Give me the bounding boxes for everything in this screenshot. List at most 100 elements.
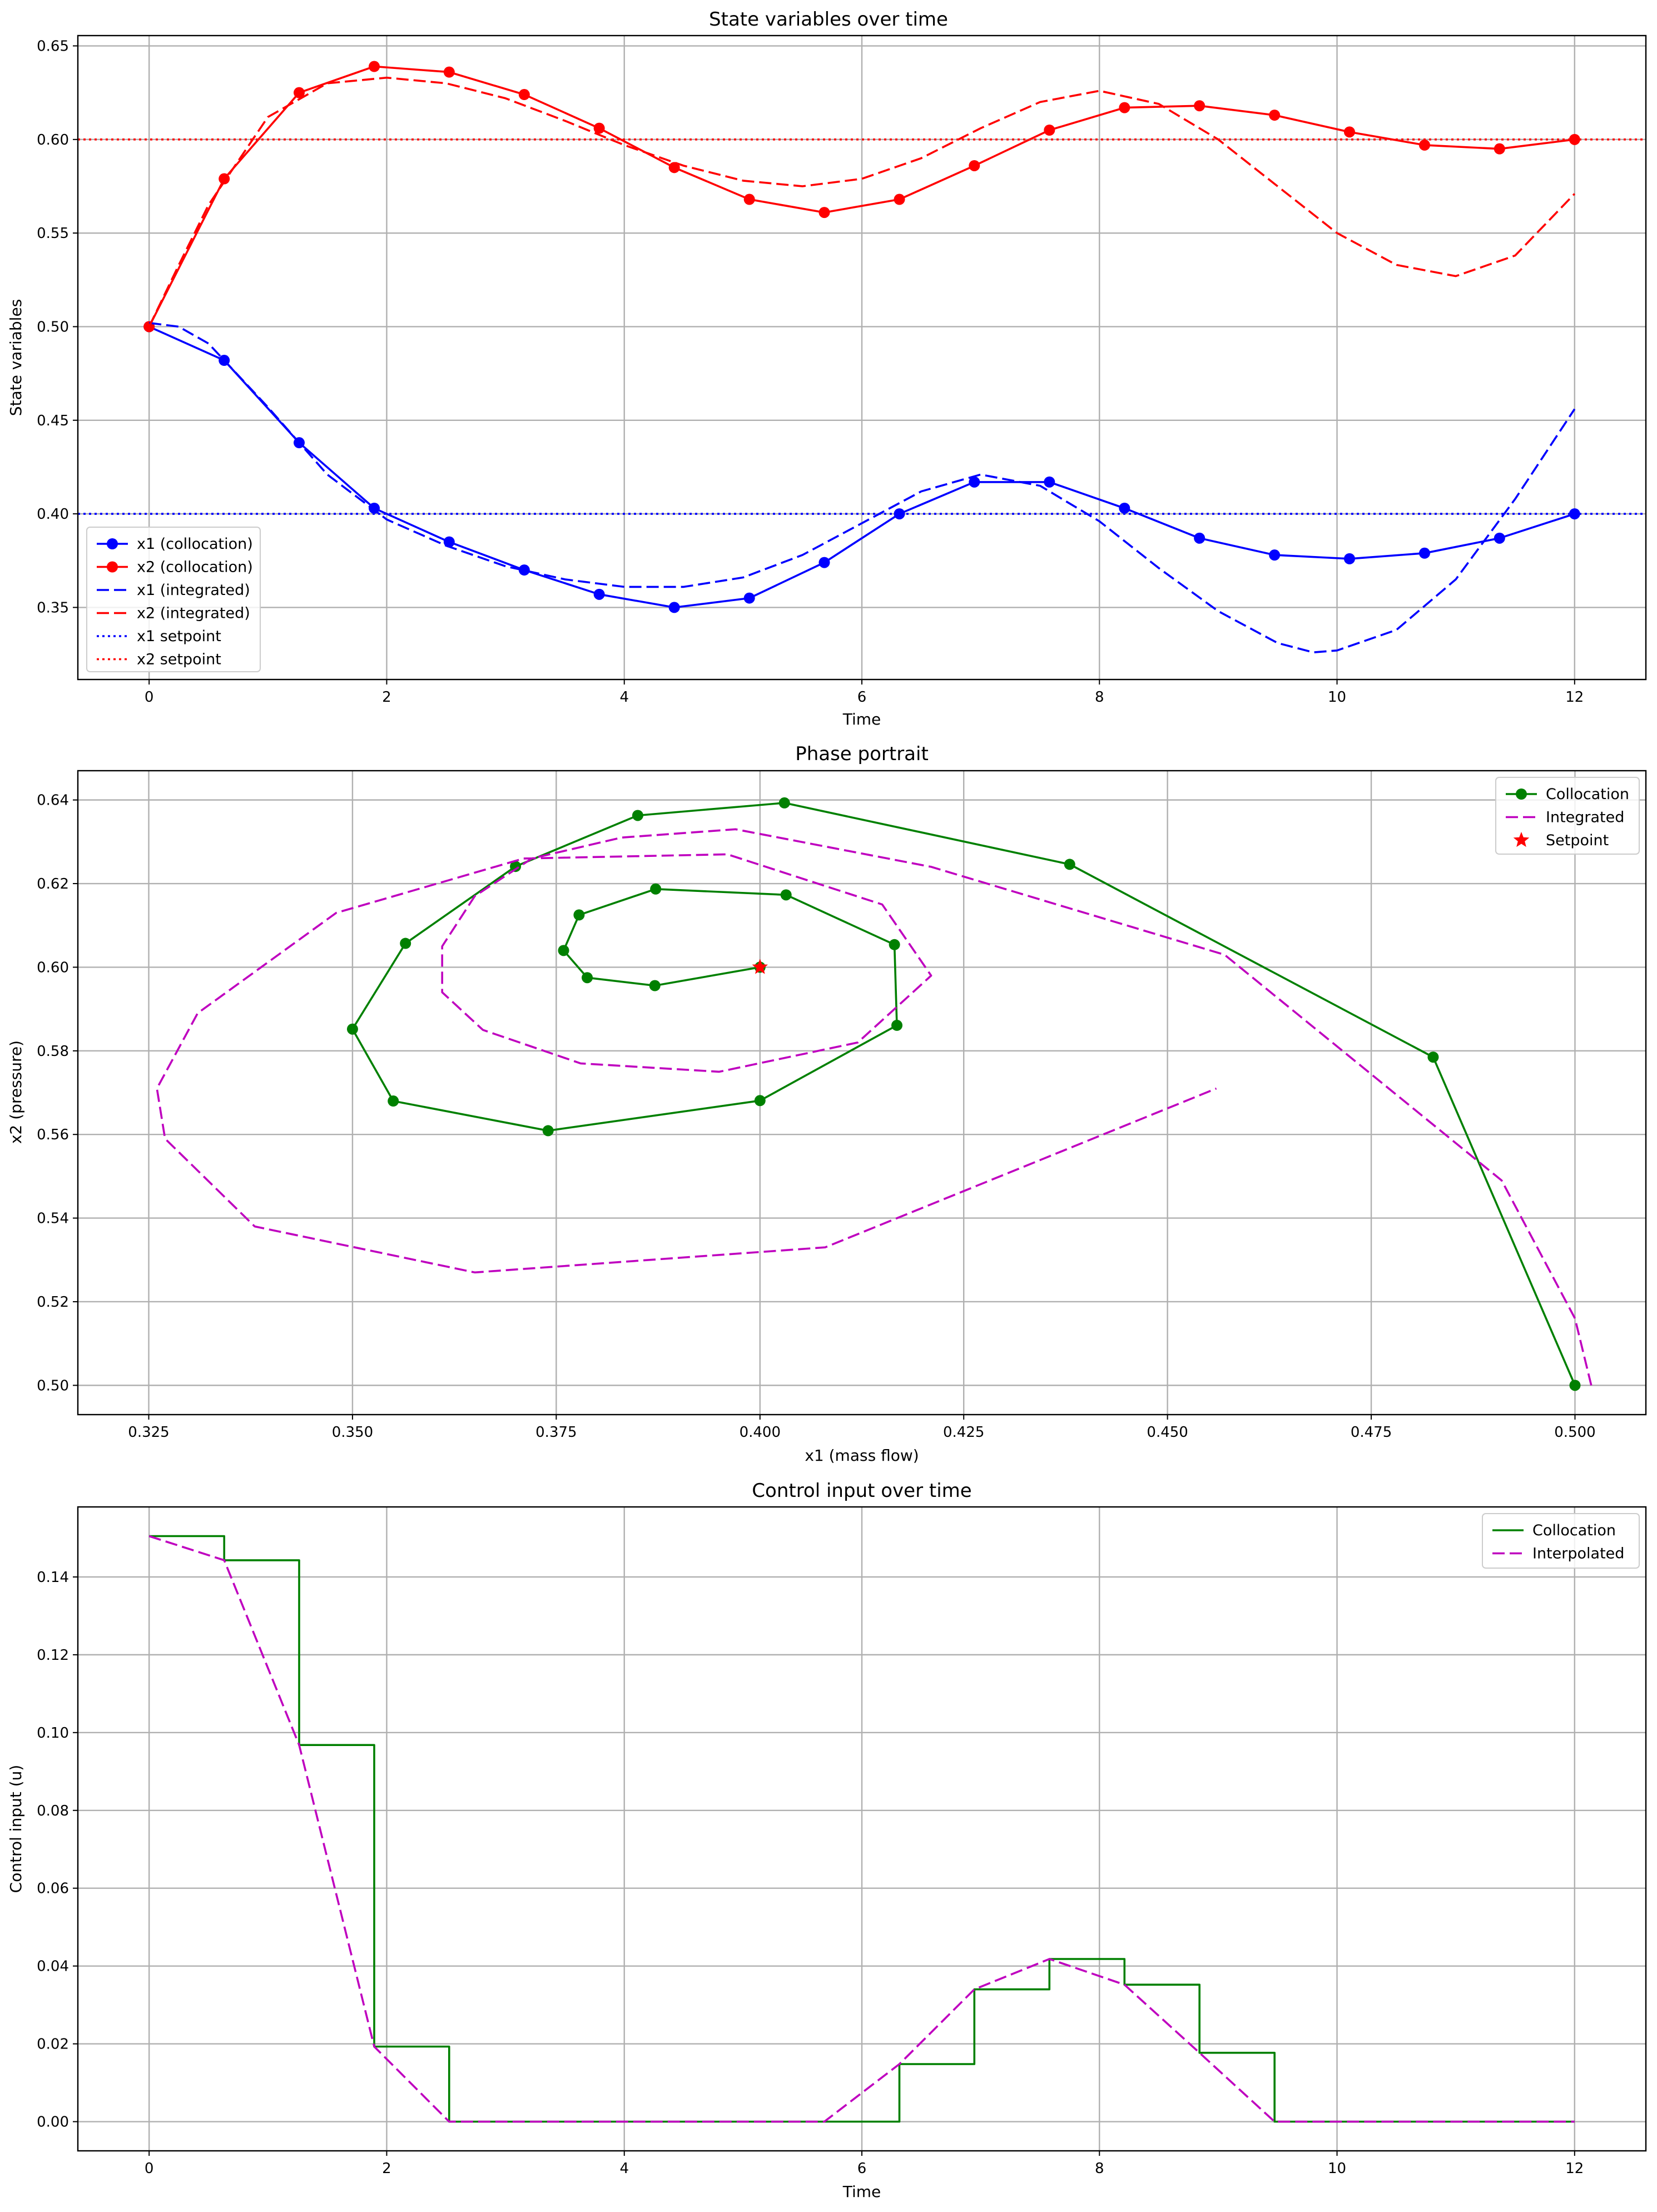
control-input-panel: Control input over time Time Control inp… bbox=[7, 1480, 1647, 2201]
data-point bbox=[894, 194, 905, 205]
y-tick-label: 0.14 bbox=[37, 1569, 69, 1586]
series-line bbox=[148, 76, 1576, 328]
legend-label: x1 setpoint bbox=[137, 628, 221, 645]
y-tick-label: 0.50 bbox=[37, 1377, 69, 1394]
axis-ticks: 0 2 4 6 8 10 12 0.35 0.40 0.45 0.50 0.55 0.60 0.65 bbox=[37, 38, 1584, 706]
y-tick-label: 0.60 bbox=[37, 132, 69, 148]
series-line bbox=[148, 325, 1575, 609]
data-point bbox=[542, 1125, 554, 1137]
series-line bbox=[148, 65, 1575, 328]
x-axis-label: x1 (mass flow) bbox=[805, 1446, 919, 1465]
y-tick-label: 0.40 bbox=[37, 506, 69, 523]
y-tick-label: 0.06 bbox=[37, 1881, 69, 1897]
x-tick-label: 0.375 bbox=[535, 1424, 577, 1441]
data-point bbox=[1119, 502, 1130, 514]
data-point bbox=[294, 87, 305, 98]
data-point bbox=[632, 810, 643, 821]
y-axis-label: Control input (u) bbox=[7, 1765, 25, 1893]
y-tick-label: 0.58 bbox=[37, 1043, 69, 1060]
legend-label: x1 (collocation) bbox=[137, 535, 253, 553]
legend-swatch-marker bbox=[107, 538, 118, 549]
legend-label: x1 (integrated) bbox=[137, 582, 250, 599]
plot-area bbox=[78, 61, 1646, 653]
data-point bbox=[668, 602, 680, 613]
data-point bbox=[369, 61, 380, 72]
data-point bbox=[650, 883, 662, 895]
y-tick-label: 0.45 bbox=[37, 413, 69, 429]
x-axis-label: Time bbox=[842, 2183, 881, 2201]
y-tick-label: 0.64 bbox=[37, 792, 69, 809]
axis-ticks: 0 2 4 6 8 10 12 0.00 0.02 0.04 0.06 0.08 0.10 0.12 0.1… bbox=[37, 1569, 1584, 2177]
y-tick-label: 0.50 bbox=[37, 319, 69, 335]
y-tick-label: 0.35 bbox=[37, 599, 69, 616]
legend-label: Setpoint bbox=[1546, 832, 1609, 849]
y-axis-label: x2 (pressure) bbox=[7, 1040, 25, 1144]
x-tick-label: 2 bbox=[382, 689, 391, 706]
plot-area bbox=[156, 797, 1592, 1391]
legend-swatch-star bbox=[1513, 832, 1530, 847]
legend: Collocation Integrated Setpoint bbox=[1495, 777, 1640, 855]
setpoint-star-marker bbox=[752, 959, 768, 974]
x-tick-label: 0.425 bbox=[943, 1424, 984, 1441]
data-point bbox=[518, 89, 530, 101]
chart-title: Phase portrait bbox=[795, 743, 929, 765]
data-point bbox=[1044, 124, 1055, 136]
legend-item: x1 (integrated) bbox=[97, 582, 250, 599]
data-point bbox=[573, 909, 585, 921]
legend-swatch-marker bbox=[107, 561, 118, 573]
legend-label: Collocation bbox=[1532, 1522, 1616, 1539]
data-point bbox=[1494, 143, 1505, 155]
data-point bbox=[1194, 532, 1205, 544]
data-point bbox=[593, 122, 605, 134]
x-tick-label: 0.350 bbox=[332, 1424, 373, 1441]
y-tick-label: 0.65 bbox=[37, 38, 69, 55]
legend-box bbox=[1495, 777, 1640, 855]
legend-box bbox=[86, 527, 261, 672]
data-point bbox=[1427, 1052, 1439, 1063]
data-point bbox=[743, 194, 755, 205]
axes-frame bbox=[77, 34, 1647, 681]
legend-item: Integrated bbox=[1506, 809, 1624, 826]
data-point bbox=[1044, 476, 1055, 488]
x-tick-label: 2 bbox=[382, 2160, 391, 2177]
x-tick-label: 0 bbox=[145, 2160, 154, 2177]
legend-label: Integrated bbox=[1546, 809, 1624, 826]
data-point bbox=[1418, 547, 1430, 559]
data-point bbox=[1569, 1380, 1581, 1391]
data-point bbox=[969, 160, 980, 171]
data-point bbox=[780, 889, 792, 901]
legend-item: Collocation bbox=[1492, 1522, 1616, 1539]
data-point bbox=[388, 1095, 399, 1107]
series-integrated bbox=[156, 828, 1592, 1386]
data-point bbox=[400, 938, 411, 949]
axes-frame bbox=[77, 770, 1647, 1416]
data-point bbox=[1194, 100, 1205, 112]
data-point bbox=[818, 207, 830, 219]
y-tick-label: 0.00 bbox=[37, 2114, 69, 2131]
legend: x1 (collocation) x2 (collocation) x1 (inte… bbox=[86, 527, 261, 672]
legend-item: Collocation bbox=[1506, 786, 1629, 803]
y-tick-label: 0.08 bbox=[37, 1803, 69, 1819]
legend-label: Interpolated bbox=[1532, 1545, 1624, 1563]
x-tick-label: 0.400 bbox=[740, 1424, 781, 1441]
data-point bbox=[818, 557, 830, 568]
data-point bbox=[593, 588, 605, 600]
data-point bbox=[1418, 139, 1430, 151]
y-tick-label: 0.02 bbox=[37, 2036, 69, 2053]
data-point bbox=[649, 980, 661, 991]
chart-title: Control input over time bbox=[752, 1480, 971, 1502]
data-point bbox=[443, 66, 455, 78]
data-point bbox=[582, 972, 593, 984]
data-point bbox=[219, 173, 230, 185]
data-point bbox=[1343, 126, 1355, 138]
y-tick-label: 0.54 bbox=[37, 1211, 69, 1227]
x-tick-label: 8 bbox=[1095, 2160, 1104, 2177]
series-line bbox=[148, 321, 1576, 653]
x-tick-label: 6 bbox=[857, 689, 867, 706]
y-tick-label: 0.12 bbox=[37, 1647, 69, 1664]
state-variables-panel: State variables over time Time State var… bbox=[7, 8, 1647, 728]
x-tick-label: 8 bbox=[1095, 689, 1104, 706]
x-tick-label: 6 bbox=[857, 2160, 867, 2177]
data-point bbox=[518, 564, 530, 576]
data-point bbox=[1494, 532, 1505, 544]
